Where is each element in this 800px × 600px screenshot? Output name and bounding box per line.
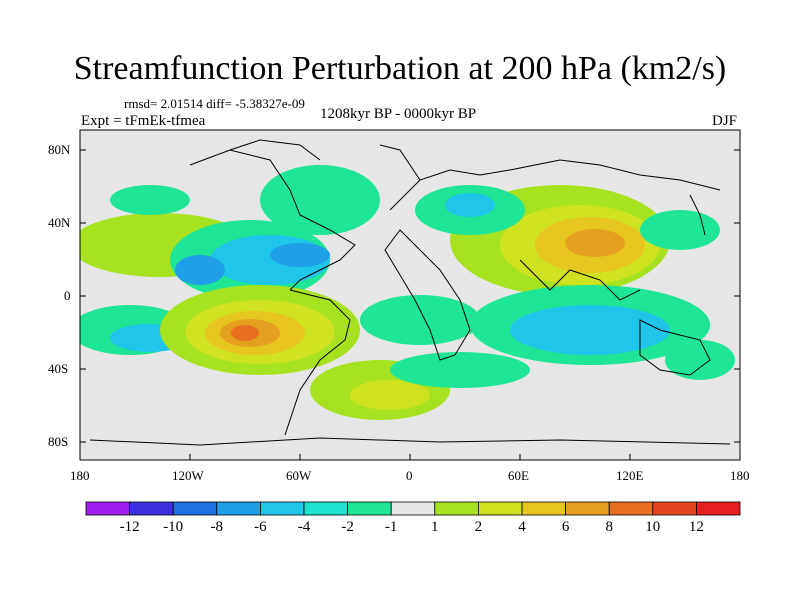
colorbar-swatch <box>652 501 697 516</box>
lon-label: 120W <box>172 468 204 483</box>
colorbar-label: -12 <box>119 519 140 535</box>
colorbar-swatch <box>608 501 654 516</box>
colorbar-label: 6 <box>561 519 570 535</box>
colorbar-label: -6 <box>254 519 267 535</box>
lon-label: 120E <box>616 468 644 483</box>
lon-ticks <box>79 454 741 460</box>
colorbar-swatch <box>390 501 436 516</box>
lat-label: 40S <box>48 361 69 376</box>
colorbar-label: 12 <box>688 519 704 535</box>
colorbar-label: 1 <box>431 519 439 535</box>
colorbar-label: -1 <box>384 519 398 535</box>
experiment-label: Expt = tFmEk-tfmea <box>81 113 206 129</box>
lat-label: 0 <box>64 288 71 303</box>
lon-label: 180 <box>70 468 90 483</box>
continent-outlines <box>89 139 731 446</box>
colorbar-swatch <box>129 501 174 516</box>
lat-label: 80N <box>48 142 71 157</box>
lon-label: 180 <box>730 468 750 483</box>
colorbar-label: -2 <box>341 519 354 535</box>
colorbar-swatch <box>696 501 741 516</box>
colorbar-swatch <box>216 501 261 516</box>
colorbar-swatch <box>434 501 479 516</box>
colorbar-swatch <box>565 501 610 516</box>
lon-label: 0 <box>406 468 413 483</box>
lat-label: 80S <box>48 434 69 449</box>
season-label: DJF <box>712 113 738 129</box>
colorbar-swatch <box>477 501 523 516</box>
colorbar-label: 8 <box>605 519 613 535</box>
colorbar-label: -4 <box>297 519 311 535</box>
colorbar-swatch <box>259 501 305 516</box>
period-label: 1208kyr BP - 0000kyr BP <box>320 106 477 122</box>
colorbar-swatch <box>303 501 348 516</box>
colorbar-swatch <box>85 501 130 516</box>
colorbar-label: 2 <box>474 519 483 535</box>
colorbar <box>85 501 741 516</box>
stats-label: rmsd= 2.01514 diff= -5.38327e-09 <box>124 96 305 111</box>
colorbar-label: 4 <box>518 519 526 535</box>
contour-fills <box>80 165 735 420</box>
colorbar-label: -10 <box>163 519 184 535</box>
lon-label: 60E <box>508 468 529 483</box>
colorbar-label: -8 <box>210 519 224 535</box>
colorbar-swatch <box>521 501 566 516</box>
lat-label: 40N <box>48 215 71 230</box>
plot-title: Streamfunction Perturbation at 200 hPa (… <box>73 50 727 87</box>
colorbar-swatch <box>172 501 218 516</box>
lat-ticks <box>80 149 740 443</box>
colorbar-swatch <box>347 501 392 516</box>
lon-label: 60W <box>286 468 312 483</box>
colorbar-label: 10 <box>645 519 661 535</box>
